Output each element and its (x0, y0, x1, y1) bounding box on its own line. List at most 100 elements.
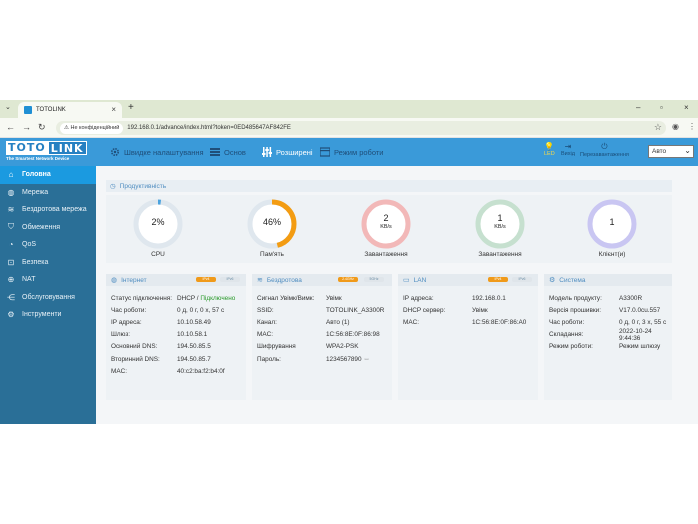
system-rows: Модель продукту: A3300R Версія прошивки: V… (544, 286, 672, 353)
connected-status: Підключено (200, 294, 236, 302)
wireless-card-header: ≋ Бездротова 2.4GHz 5GHz (252, 274, 392, 286)
browser-tab[interactable]: TOTOLINK × (18, 102, 122, 118)
maximize-icon[interactable]: ▫ (660, 103, 663, 112)
speedometer-icon: ◔ (8, 240, 14, 250)
ipv6-chip[interactable]: IPv6 (512, 277, 532, 282)
wifi-icon: ≋ (257, 277, 263, 284)
gauge-label: Завантаження (364, 251, 408, 258)
mode-icon (319, 147, 331, 157)
logout-icon: ⇥ (564, 142, 572, 151)
info-row: Шифрування WPA2-PSK (257, 341, 392, 353)
nav-basic[interactable]: Основ (210, 138, 246, 166)
close-window-icon[interactable]: × (684, 103, 689, 112)
row-key: MAC: (257, 331, 273, 339)
close-tab-icon[interactable]: × (111, 105, 116, 114)
band-5ghz-chip[interactable]: 5GHz (364, 277, 384, 282)
lan-card-header: ▭ LAN IPv4 IPv6 (398, 274, 538, 286)
lan-rows: IP адреса: 192.168.0.1 DHCP сервер: Увімк … (398, 286, 538, 329)
info-row: Канал: Авто (1) (257, 316, 392, 328)
url-text[interactable]: 192.168.0.1/advance/index.html?token=0ED… (127, 125, 291, 131)
new-tab-button[interactable]: + (128, 102, 134, 113)
row-value: V17.0.0cu.557 (619, 306, 661, 314)
sidebar-item-label: Інструменти (22, 311, 62, 319)
tab-search-icon[interactable]: ⌄ (5, 104, 11, 111)
wifi-icon: ≋ (7, 205, 15, 215)
ipv6-chip[interactable]: IPv6 (220, 277, 240, 282)
totolink-favicon-icon (24, 106, 32, 114)
reload-icon[interactable]: ↻ (38, 122, 46, 132)
globe-icon: ◍ (111, 277, 118, 284)
sidebar-item-restrictions[interactable]: ⛉ Обмеження (0, 219, 96, 237)
url-field[interactable]: ⚠ Не конфіденційний 192.168.0.1/advance/… (56, 121, 666, 135)
led-button[interactable]: 💡 LED (544, 142, 555, 157)
bookmark-star-icon[interactable]: ☆ (653, 122, 662, 132)
nav-advanced[interactable]: Розширені (262, 138, 313, 166)
shield-icon: ⛉ (8, 222, 14, 232)
internet-rows: Статус підключення: DHCP / Підключено Час… (106, 286, 246, 377)
row-value: 192.168.0.1 (472, 294, 506, 302)
row-value: 1234567890 (326, 355, 362, 363)
logo-tagline: The Smartest Network Device (6, 156, 70, 161)
row-value: 10.10.58.1 (177, 331, 208, 339)
nav-operation-mode[interactable]: Режим роботи (319, 138, 383, 166)
gear-icon: ⚙ (549, 277, 556, 284)
row-value: 2022-10-24 9:44:36 (619, 327, 652, 342)
minimize-icon[interactable]: – (636, 103, 641, 112)
row-key: IP адреса: (403, 294, 434, 302)
browser-tab-bar: ⌄ TOTOLINK × + – ▫ × (0, 100, 698, 118)
profile-icon[interactable]: ◉ (672, 122, 679, 131)
back-icon[interactable]: ← (6, 122, 15, 132)
row-value: 10.10.58.49 (177, 318, 211, 326)
share-icon: ⋲ (7, 292, 15, 302)
internet-card: ◍ Інтернет IPv4 IPv6 Статус підключення:… (106, 274, 246, 400)
row-value: TOTOLINK_A3300R (326, 306, 385, 314)
row-key: IP адреса: (111, 318, 142, 326)
info-row: SSID: TOTOLINK_A3300R (257, 304, 392, 316)
row-value: 194.50.85.7 (177, 355, 211, 363)
row-key: Основний DNS: (111, 343, 158, 351)
security-warning-badge[interactable]: ⚠ Не конфіденційний (60, 122, 124, 134)
row-value: 194.50.85.5 (177, 343, 211, 351)
sidebar-item-network[interactable]: ◍ Мережа (0, 184, 96, 202)
gauge-ring (361, 199, 411, 249)
row-value: Увімк (472, 306, 488, 314)
sidebar-item-home[interactable]: ⌂ Головна (0, 166, 96, 184)
sidebar-item-nat[interactable]: ⊕ NAT (0, 271, 96, 289)
forward-icon[interactable]: → (22, 122, 31, 132)
row-value: Режим шлюзу (619, 343, 661, 351)
sidebar-item-security[interactable]: ⊡ Безпека (0, 254, 96, 272)
language-select[interactable]: Авто ⌄ (648, 145, 694, 158)
info-row: MAC: 1C:56:8E:0F:86:98 (257, 329, 392, 341)
row-key: MAC: (403, 318, 419, 326)
show-password-icon[interactable]: ꟷ (364, 356, 369, 363)
browser-window: ⌄ TOTOLINK × + – ▫ × ← → ↻ ⚠ Не конфіден… (0, 100, 698, 424)
tab-title: TOTOLINK (36, 107, 66, 113)
row-value: 1C:56:8E:0F:86:98 (326, 331, 380, 339)
logo-text-right: LINK (47, 141, 87, 155)
gauge-download: 1 KB/s Завантаження (470, 198, 530, 258)
row-value: Авто (1) (326, 318, 350, 326)
language-value: Авто (652, 148, 667, 155)
info-row: Складання: 2022-10-24 9:44:36 (549, 327, 672, 342)
list-icon (210, 147, 220, 157)
sliders-icon (262, 147, 273, 157)
system-card: ⚙ Система Модель продукту: A3300R Версія … (544, 274, 672, 400)
row-key: Канал: (257, 318, 277, 326)
band-24ghz-chip[interactable]: 2.4GHz (338, 277, 358, 282)
info-row: Сигнал Увімк/Вимк: Увімк (257, 292, 392, 304)
logout-button[interactable]: ⇥ Вихід (561, 142, 575, 157)
gauge-memory: 46% Пам'ять (242, 198, 302, 258)
sidebar-item-tools[interactable]: ⚙ Інструменти (0, 306, 96, 324)
row-key: Версія прошивки: (549, 306, 602, 314)
sidebar-item-label: Мережа (22, 188, 49, 196)
reboot-button[interactable]: ⏻ Перезавантаження (580, 142, 629, 158)
nav-quick-setup[interactable]: Швидке налаштування (110, 138, 204, 166)
ipv4-chip[interactable]: IPv4 (488, 277, 508, 282)
card-title: Система (559, 276, 586, 284)
sidebar-item-qos[interactable]: ◔ QoS (0, 236, 96, 254)
sidebar-item-wireless[interactable]: ≋ Бездротова мережа (0, 201, 96, 219)
gauge-unit: KB/s (380, 224, 392, 230)
browser-menu-icon[interactable]: ⋮ (688, 122, 696, 131)
ipv4-chip[interactable]: IPv4 (196, 277, 216, 282)
sidebar-item-maintenance[interactable]: ⋲ Обслуговування (0, 289, 96, 307)
